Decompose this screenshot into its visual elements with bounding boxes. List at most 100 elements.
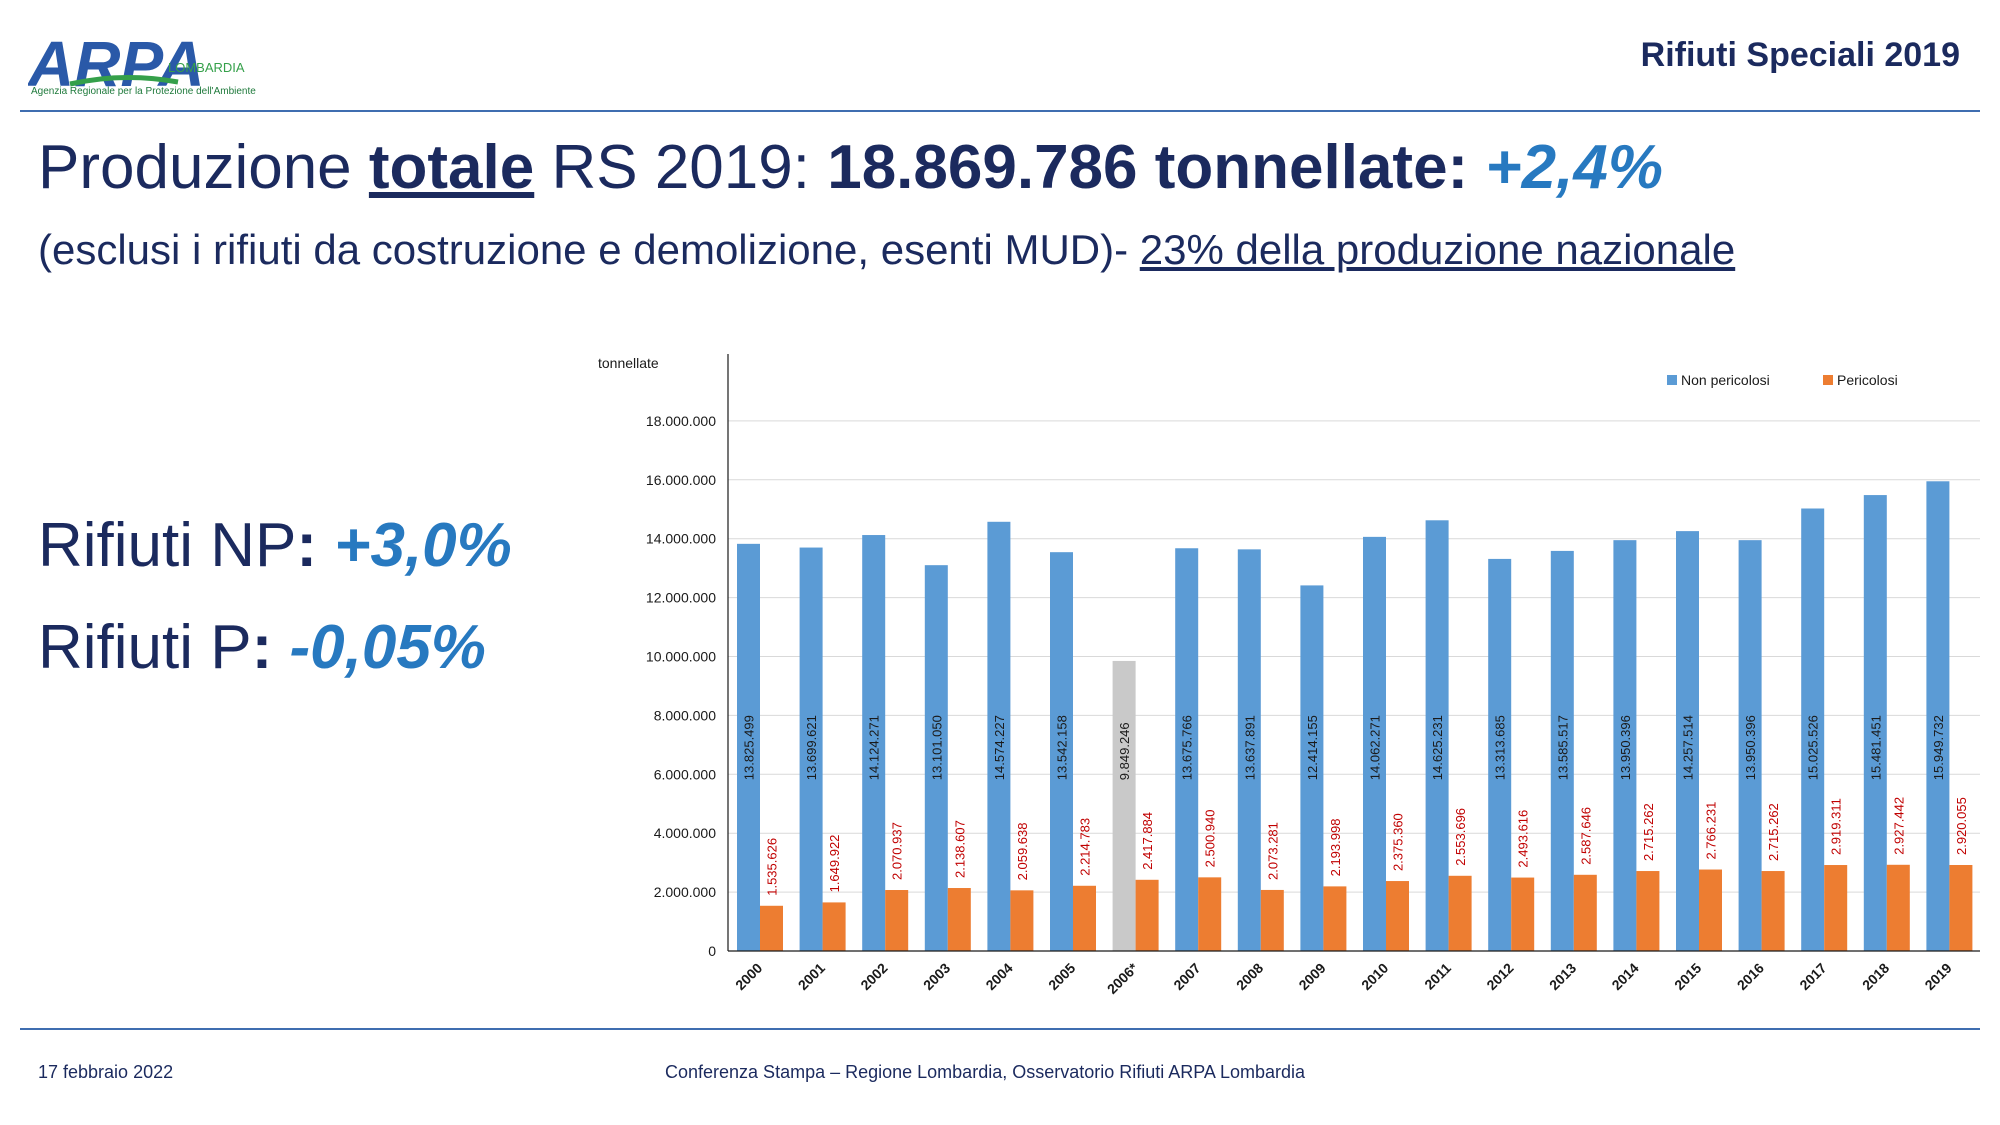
bar-pericolosi	[1699, 869, 1722, 951]
bar-non-pericolosi	[1738, 540, 1762, 951]
y-axis-label: tonnellate	[598, 355, 659, 371]
x-tick-label: 2007	[1170, 960, 1203, 993]
bar-pericolosi	[1198, 877, 1222, 951]
data-label-pericolosi: 2.919.311	[1829, 798, 1844, 855]
data-label-pericolosi: 2.927.442	[1891, 797, 1906, 855]
x-tick-label: 2012	[1483, 960, 1516, 993]
bar-non-pericolosi	[862, 535, 886, 951]
x-tick-label: 2006*	[1104, 959, 1142, 997]
headline: Produzione totale RS 2019: 18.869.786 to…	[38, 132, 1663, 203]
y-tick-label: 0	[708, 943, 716, 959]
x-tick-label: 2008	[1233, 960, 1266, 993]
legend-swatch	[1667, 375, 1677, 385]
x-tick-label: 2016	[1734, 960, 1767, 993]
bar-non-pericolosi	[1300, 585, 1324, 951]
x-tick-label: 2005	[1045, 960, 1078, 993]
data-label-pericolosi: 2.587.646	[1578, 807, 1593, 865]
x-tick-label: 2009	[1295, 960, 1328, 993]
y-tick-label: 4.000.000	[654, 825, 716, 841]
stat-np-label: Rifiuti NP	[38, 511, 297, 580]
x-tick-label: 2004	[982, 960, 1015, 993]
data-label-pericolosi: 2.417.884	[1140, 812, 1155, 870]
data-label-pericolosi: 2.070.937	[890, 822, 905, 880]
x-tick-label: 2015	[1671, 960, 1704, 993]
subline-part1: (esclusi i rifiuti da costruzione e demo…	[38, 226, 1140, 273]
data-label-non-pericolosi: 14.625.231	[1430, 715, 1445, 780]
data-label-non-pericolosi: 13.699.621	[804, 715, 819, 780]
x-tick-label: 2010	[1358, 960, 1391, 993]
header-divider	[20, 110, 1980, 112]
stat-np: Rifiuti NP: +3,0%	[38, 511, 512, 580]
data-label-pericolosi: 2.375.360	[1391, 813, 1406, 871]
y-tick-label: 12.000.000	[646, 590, 716, 606]
data-label-non-pericolosi: 13.101.050	[929, 715, 944, 780]
y-tick-label: 16.000.000	[646, 472, 716, 488]
bar-chart: 0 2.000.000 4.000.000 6.000.000 8.000.000 10.…	[598, 354, 1980, 997]
data-label-pericolosi: 2.059.638	[1015, 822, 1030, 880]
legend-swatch	[1823, 375, 1833, 385]
stat-p-label: Rifiuti P	[38, 613, 252, 682]
y-tick-label: 18.000.000	[646, 413, 716, 429]
legend[interactable]: Non pericolosi Pericolosi	[1667, 372, 1898, 388]
data-label-non-pericolosi: 13.585.517	[1555, 715, 1570, 780]
bar-pericolosi	[760, 905, 783, 951]
bars	[737, 481, 1973, 951]
bar-pericolosi	[1886, 864, 1910, 951]
headline-total: totale	[368, 133, 535, 202]
headline-tonnage: 18.869.786 tonnellate:	[827, 133, 1469, 202]
data-label-pericolosi: 2.715.262	[1766, 803, 1781, 861]
bar-non-pericolosi	[1175, 548, 1199, 951]
bar-non-pericolosi	[987, 521, 1011, 951]
logo-region: LOMBARDIA	[168, 60, 245, 75]
bar-pericolosi	[1761, 871, 1785, 951]
bar-pericolosi	[1573, 874, 1597, 951]
logo-text: ARPA	[28, 28, 205, 100]
bar-pericolosi	[822, 902, 846, 951]
arpa-logo: ARPA LOMBARDIA	[28, 28, 245, 100]
bar-pericolosi	[1636, 871, 1660, 951]
footer-caption: Conferenza Stampa – Regione Lombardia, O…	[665, 1062, 1306, 1082]
bar-non-pericolosi	[1613, 540, 1637, 951]
data-label-non-pericolosi: 13.675.766	[1180, 715, 1195, 780]
data-label-non-pericolosi: 13.825.499	[742, 715, 757, 780]
bar-non-pericolosi	[924, 565, 948, 951]
logo-subtitle: Agenzia Regionale per la Protezione dell…	[31, 86, 256, 97]
data-label-pericolosi: 2.493.616	[1516, 810, 1531, 868]
data-label-pericolosi: 1.535.626	[765, 838, 780, 896]
data-label-pericolosi: 2.073.281	[1265, 822, 1280, 880]
stat-p: Rifiuti P: -0,05%	[38, 613, 486, 682]
bar-non-pericolosi	[1863, 495, 1887, 951]
data-label-non-pericolosi: 13.950.396	[1618, 715, 1633, 780]
x-tick-label: 2003	[920, 960, 953, 993]
bar-pericolosi	[1824, 865, 1848, 951]
bar-pericolosi	[1448, 875, 1472, 951]
stat-p-value: -0,05%	[289, 613, 486, 682]
legend-label: Pericolosi	[1837, 372, 1898, 388]
headline-part3: RS 2019:	[534, 133, 828, 202]
x-tick-labels: 2000 2001 2002 2003 2004 2005 2006* 2007 2008 200…	[732, 959, 1955, 997]
data-label-pericolosi: 2.920.055	[1954, 797, 1969, 855]
bar-non-pericolosi	[1237, 549, 1261, 951]
stat-np-value: +3,0%	[334, 511, 512, 580]
axes	[727, 354, 1980, 952]
x-tick-label: 2000	[732, 960, 765, 993]
x-tick-label: 2014	[1608, 960, 1641, 993]
bar-pericolosi	[1949, 865, 1973, 951]
bar-pericolosi	[1073, 885, 1096, 951]
data-label-non-pericolosi: 14.124.271	[867, 715, 882, 780]
headline-part1: Produzione	[38, 133, 369, 202]
data-label-pericolosi: 1.649.922	[827, 835, 842, 893]
bar-non-pericolosi	[1676, 531, 1699, 951]
data-label-pericolosi: 2.193.998	[1328, 819, 1343, 877]
subline: (esclusi i rifiuti da costruzione e demo…	[38, 226, 1735, 274]
y-tick-label: 14.000.000	[646, 531, 716, 547]
data-label-pericolosi: 2.214.783	[1078, 818, 1093, 876]
bar-non-pericolosi	[799, 547, 823, 951]
bar-non-pericolosi	[1425, 520, 1449, 951]
data-label-pericolosi: 2.766.231	[1704, 802, 1719, 860]
footer-date: 17 febbraio 2022	[38, 1062, 174, 1082]
headline-percent: +2,4%	[1468, 133, 1663, 202]
bar-non-pericolosi	[1926, 481, 1950, 951]
bar-non-pericolosi	[737, 543, 760, 951]
bar-pericolosi	[1010, 890, 1034, 951]
